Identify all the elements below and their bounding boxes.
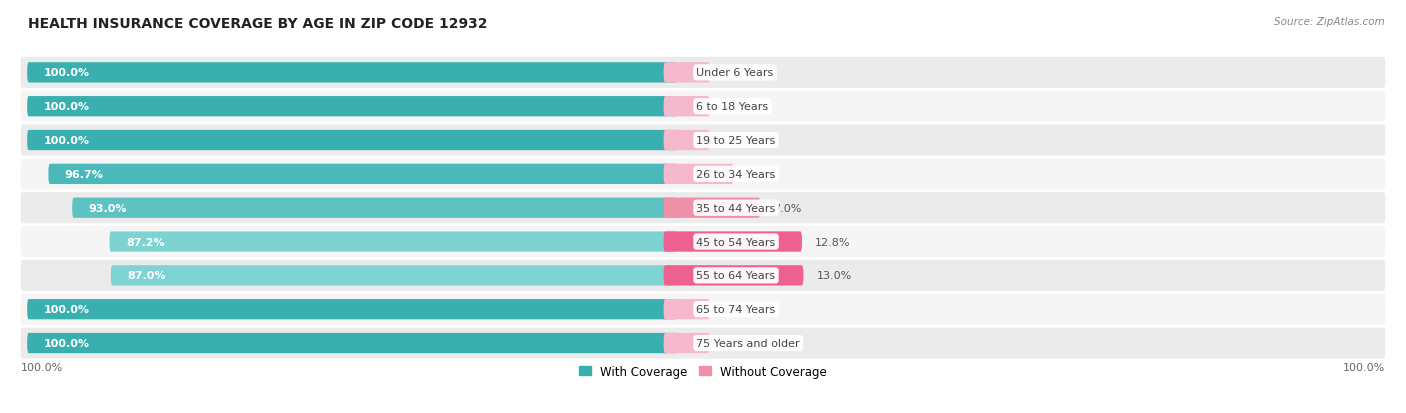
FancyBboxPatch shape bbox=[664, 232, 801, 252]
Legend: With Coverage, Without Coverage: With Coverage, Without Coverage bbox=[574, 360, 832, 383]
Text: 0.0%: 0.0% bbox=[723, 338, 751, 348]
Text: 7.0%: 7.0% bbox=[773, 203, 801, 213]
Text: Under 6 Years: Under 6 Years bbox=[696, 68, 773, 78]
Text: 96.7%: 96.7% bbox=[65, 169, 104, 179]
FancyBboxPatch shape bbox=[27, 63, 676, 83]
Text: HEALTH INSURANCE COVERAGE BY AGE IN ZIP CODE 12932: HEALTH INSURANCE COVERAGE BY AGE IN ZIP … bbox=[28, 17, 488, 31]
Text: 35 to 44 Years: 35 to 44 Years bbox=[696, 203, 776, 213]
FancyBboxPatch shape bbox=[664, 266, 803, 286]
Text: 100.0%: 100.0% bbox=[1343, 362, 1385, 372]
Text: 55 to 64 Years: 55 to 64 Years bbox=[696, 271, 776, 281]
Text: 100.0%: 100.0% bbox=[44, 68, 90, 78]
Text: 12.8%: 12.8% bbox=[815, 237, 851, 247]
Text: 26 to 34 Years: 26 to 34 Years bbox=[696, 169, 776, 179]
FancyBboxPatch shape bbox=[27, 131, 676, 151]
Text: 87.2%: 87.2% bbox=[127, 237, 165, 247]
Text: 3.3%: 3.3% bbox=[747, 169, 775, 179]
Text: 65 to 74 Years: 65 to 74 Years bbox=[696, 304, 776, 314]
FancyBboxPatch shape bbox=[27, 299, 676, 320]
FancyBboxPatch shape bbox=[48, 164, 676, 185]
FancyBboxPatch shape bbox=[664, 97, 710, 117]
FancyBboxPatch shape bbox=[21, 125, 1385, 156]
Text: 75 Years and older: 75 Years and older bbox=[696, 338, 800, 348]
FancyBboxPatch shape bbox=[111, 266, 676, 286]
Text: 100.0%: 100.0% bbox=[44, 136, 90, 146]
FancyBboxPatch shape bbox=[664, 198, 761, 218]
Text: 100.0%: 100.0% bbox=[44, 102, 90, 112]
Text: Source: ZipAtlas.com: Source: ZipAtlas.com bbox=[1274, 17, 1385, 26]
Text: 100.0%: 100.0% bbox=[44, 304, 90, 314]
FancyBboxPatch shape bbox=[21, 159, 1385, 190]
FancyBboxPatch shape bbox=[664, 333, 710, 353]
FancyBboxPatch shape bbox=[664, 63, 710, 83]
Text: 100.0%: 100.0% bbox=[44, 338, 90, 348]
Text: 13.0%: 13.0% bbox=[817, 271, 852, 281]
FancyBboxPatch shape bbox=[21, 192, 1385, 224]
FancyBboxPatch shape bbox=[27, 97, 676, 117]
Text: 100.0%: 100.0% bbox=[21, 362, 63, 372]
Text: 6 to 18 Years: 6 to 18 Years bbox=[696, 102, 769, 112]
FancyBboxPatch shape bbox=[21, 294, 1385, 325]
Text: 0.0%: 0.0% bbox=[723, 304, 751, 314]
Text: 0.0%: 0.0% bbox=[723, 102, 751, 112]
FancyBboxPatch shape bbox=[21, 328, 1385, 359]
FancyBboxPatch shape bbox=[21, 226, 1385, 257]
Text: 45 to 54 Years: 45 to 54 Years bbox=[696, 237, 776, 247]
FancyBboxPatch shape bbox=[72, 198, 676, 218]
Text: 0.0%: 0.0% bbox=[723, 68, 751, 78]
FancyBboxPatch shape bbox=[21, 58, 1385, 89]
FancyBboxPatch shape bbox=[110, 232, 676, 252]
Text: 0.0%: 0.0% bbox=[723, 136, 751, 146]
Text: 93.0%: 93.0% bbox=[89, 203, 127, 213]
Text: 87.0%: 87.0% bbox=[127, 271, 166, 281]
FancyBboxPatch shape bbox=[21, 260, 1385, 291]
Text: 19 to 25 Years: 19 to 25 Years bbox=[696, 136, 776, 146]
FancyBboxPatch shape bbox=[21, 91, 1385, 123]
FancyBboxPatch shape bbox=[664, 131, 710, 151]
FancyBboxPatch shape bbox=[27, 333, 676, 353]
FancyBboxPatch shape bbox=[664, 299, 710, 320]
FancyBboxPatch shape bbox=[664, 164, 734, 185]
